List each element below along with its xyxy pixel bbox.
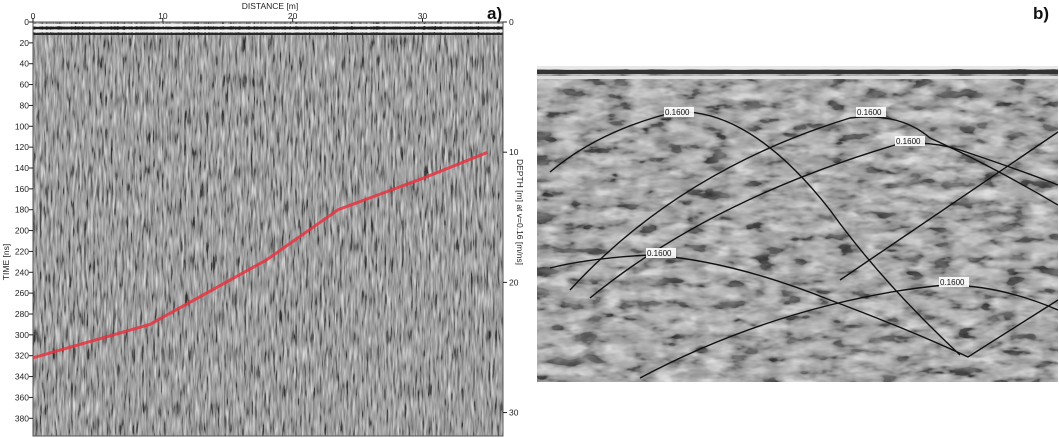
left-tick-label: 280 (15, 309, 29, 319)
radargram-section-a (32, 21, 504, 437)
left-tick-label: 260 (15, 288, 29, 298)
left-tick-label: 320 (15, 351, 29, 361)
left-tick-label: 160 (15, 184, 29, 194)
radargram-section-b (537, 66, 1058, 382)
top-axis-tick-labels: 0 10 20 30 (31, 11, 428, 21)
left-tick-label: 120 (15, 142, 29, 152)
left-axis-tick-labels: 0 20 40 60 80 100 120 140 160 180 200 220 240 260 280 3… (15, 17, 29, 423)
top-axis-label: DISTANCE [m] (242, 1, 299, 11)
hyperbola-label-box (856, 107, 886, 117)
left-tick-label: 340 (15, 372, 29, 382)
panel-a-tag: a) (487, 4, 502, 23)
left-tick-label: 380 (15, 413, 29, 423)
right-tick-label: 20 (509, 277, 519, 287)
left-axis-label: TIME [ns] (1, 244, 11, 280)
left-tick-label: 20 (20, 38, 30, 48)
hyperbola-curve-5 (639, 284, 1058, 379)
left-tick-label: 300 (15, 330, 29, 340)
top-tick-label: 20 (288, 11, 298, 21)
right-axis-label: DEPTH [m] at v=0.16 [m/ns] (515, 159, 525, 265)
left-tick-label: 80 (20, 100, 30, 110)
hyperbola-label: 0.1600 (646, 248, 676, 258)
panel-b-tag: b) (1033, 4, 1049, 23)
hyperbola-curve-6 (839, 131, 1058, 281)
axis-ticks (29, 18, 507, 419)
hyperbola-velocity-labels: 0.1600 0.1600 0.1600 0.1600 0.1600 (646, 107, 969, 287)
left-tick-label: 200 (15, 226, 29, 236)
hyperbola-label-box (664, 107, 694, 117)
top-tick-label: 10 (158, 11, 168, 21)
left-tick-label: 100 (15, 121, 29, 131)
hyperbola-label-text: 0.1600 (940, 278, 965, 287)
interpreted-horizon-line (32, 150, 488, 360)
hyperbola-label-text: 0.1600 (647, 249, 672, 258)
hyperbola-label-text: 0.1600 (665, 108, 690, 117)
hyperbola-label-box (939, 277, 969, 287)
hyperbola-label: 0.1600 (895, 136, 925, 146)
left-tick-label: 180 (15, 205, 29, 215)
top-tick-label: 0 (31, 11, 36, 21)
hyperbola-label: 0.1600 (664, 107, 694, 117)
panel-b-hyperbola-figure: 0.1600 0.1600 0.1600 0.1600 0.1600 b) (537, 4, 1058, 382)
hyperbola-curve-4 (549, 254, 1058, 358)
hyperbola-label-box (646, 248, 676, 258)
left-tick-label: 60 (20, 80, 30, 90)
left-tick-label: 220 (15, 246, 29, 256)
left-tick-label: 0 (24, 17, 29, 27)
hyperbola-label-text: 0.1600 (857, 108, 882, 117)
right-tick-label: 10 (509, 147, 519, 157)
top-tick-label: 30 (418, 11, 428, 21)
right-axis-tick-labels: 0 10 20 30 (509, 17, 519, 418)
left-tick-label: 360 (15, 392, 29, 402)
left-tick-label: 40 (20, 59, 30, 69)
panel-a-radargram-figure: DISTANCE [m] 0 10 20 30 TIME [ns] 0 20 40 60 80… (1, 1, 525, 437)
right-tick-label: 30 (509, 408, 519, 418)
hyperbola-label: 0.1600 (856, 107, 886, 117)
hyperbola-curve-1 (549, 111, 961, 356)
hyperbola-label-text: 0.1600 (896, 137, 921, 146)
hyperbola-label-box (895, 136, 925, 146)
left-tick-label: 140 (15, 163, 29, 173)
hyperbola-label: 0.1600 (939, 277, 969, 287)
right-tick-label: 0 (509, 17, 514, 27)
left-tick-label: 240 (15, 267, 29, 277)
